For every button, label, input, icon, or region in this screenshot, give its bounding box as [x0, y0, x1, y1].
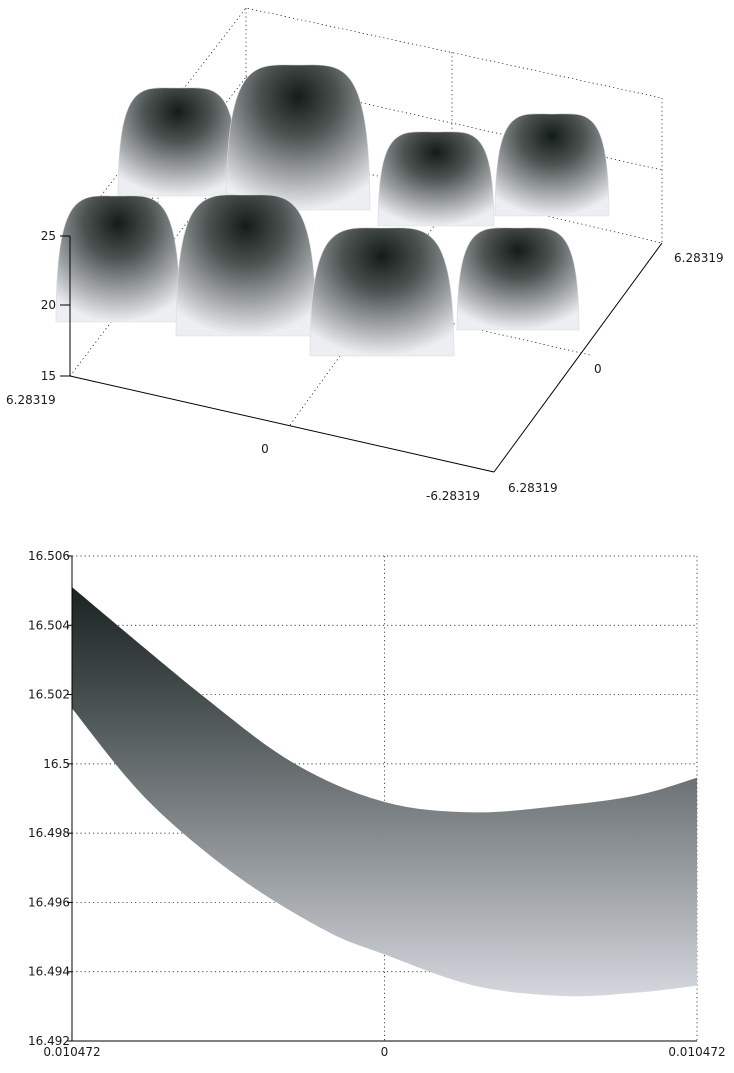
x-tick-label: 0 — [381, 1045, 389, 1059]
x-tick-label: -6.28319 — [426, 489, 480, 503]
z-tick-label: 20 — [41, 298, 56, 312]
surface-dome — [456, 227, 580, 331]
surface-dome — [117, 87, 239, 197]
y-tick-label: 16.504 — [28, 618, 70, 632]
y-tick-label: 16.496 — [28, 895, 70, 909]
x-tick-label: 0.010472 — [43, 1045, 100, 1059]
surface-domes — [55, 64, 610, 357]
y-tick-label: 16.498 — [28, 826, 70, 840]
y-tick-label: 6.28319 — [508, 481, 558, 495]
surface-dome — [309, 227, 455, 357]
surface-zoom-plot: 16.506 16.504 16.502 16.5 16.498 16.496 16.494… — [28, 549, 726, 1059]
x-tick-label: 6.28319 — [6, 393, 56, 407]
z-tick-label: 25 — [41, 229, 56, 243]
y-tick-label: 16.502 — [28, 688, 70, 702]
surface-plot-3d: 25 20 15 6.28319 0 -6.28319 6.28319 0 6.… — [6, 7, 724, 503]
surface-dome — [175, 194, 317, 337]
x-tick-label: 0 — [261, 442, 269, 456]
y-tick-labels: 16.506 16.504 16.502 16.5 16.498 16.496 16.494… — [28, 549, 70, 1048]
plot-frame — [67, 555, 697, 1042]
y-tick-label: 16.506 — [28, 549, 70, 563]
z-tick-label: 15 — [41, 369, 56, 383]
y-tick-label: 6.28319 — [674, 251, 724, 265]
y-tick-label: 16.492 — [28, 1034, 70, 1048]
box-front-axes — [60, 235, 663, 473]
x-tick-labels: 0.010472 0 0.010472 — [43, 1045, 725, 1059]
x-tick-label: 0.010472 — [668, 1045, 725, 1059]
surface-dome — [55, 195, 181, 323]
tick-labels-3d: 25 20 15 6.28319 0 -6.28319 6.28319 0 6.… — [6, 229, 724, 503]
surface-dome — [377, 131, 495, 227]
y-tick-label: 16.494 — [28, 965, 70, 979]
surface-dome — [225, 64, 371, 211]
y-tick-label: 16.5 — [43, 757, 70, 771]
surface-band — [72, 587, 697, 997]
surface-dome — [494, 113, 610, 217]
y-tick-label: 0 — [594, 362, 602, 376]
